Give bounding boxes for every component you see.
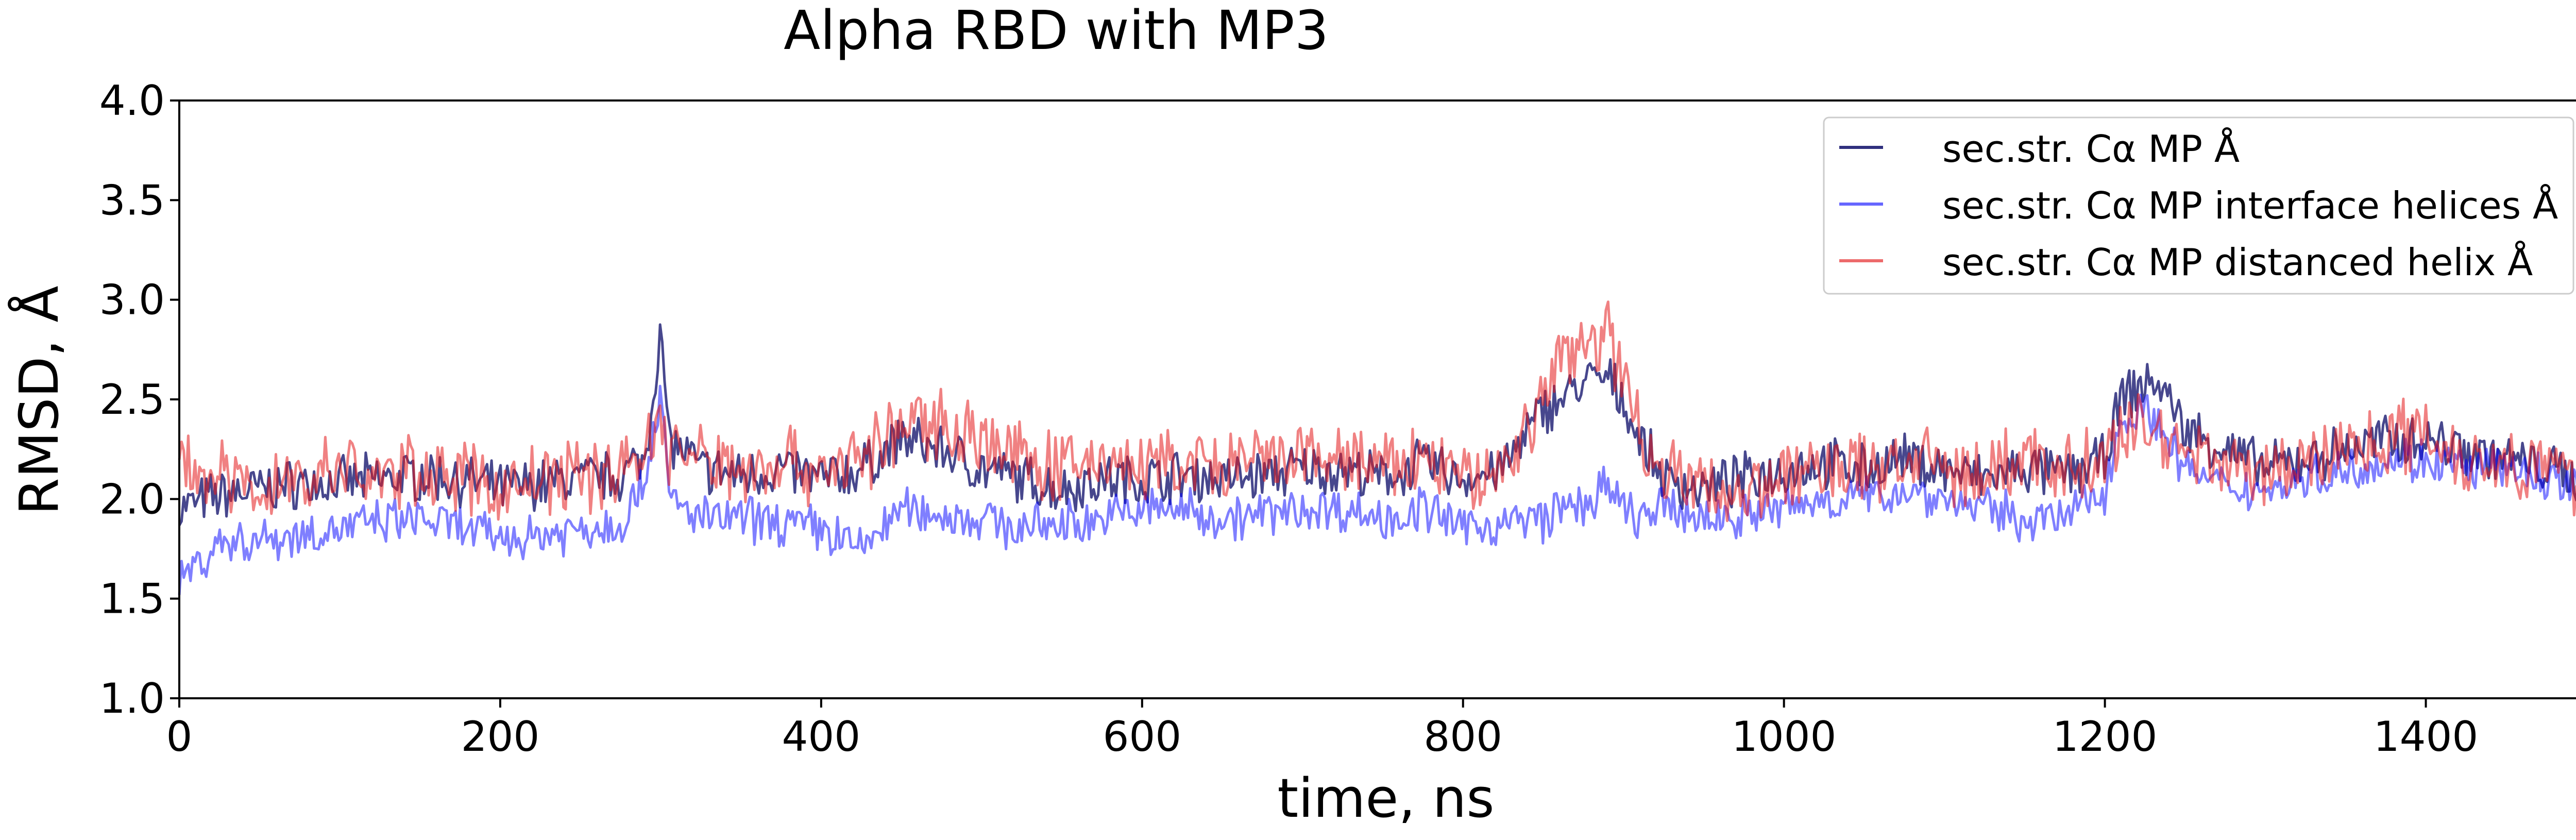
series-line-1 — [178, 323, 2576, 526]
legend-label: sec.str. Cα MP interface helices Å — [1942, 184, 2558, 227]
series-layer — [178, 300, 2576, 595]
series-line-2 — [178, 384, 2576, 595]
x-tick-label: 1400 — [2374, 713, 2479, 761]
y-tick-label: 1.0 — [99, 675, 165, 723]
y-tick-label: 3.5 — [99, 176, 165, 224]
legend-box — [1823, 116, 2574, 295]
chart-title: Alpha RBD with MP3 — [784, 0, 1329, 62]
y-tick-label: 3.0 — [99, 276, 165, 324]
x-tick-label: 800 — [1423, 713, 1502, 761]
x-tick-label: 1200 — [2053, 713, 2158, 761]
y-axis: 1.0 1.5 2.0 2.5 3.0 3.5 4.0 — [99, 77, 179, 723]
x-tick-label: 200 — [461, 713, 540, 761]
y-tick-label: 2.0 — [99, 475, 165, 523]
y-tick-label: 2.5 — [99, 376, 165, 424]
x-tick-label: 1000 — [1732, 713, 1837, 761]
legend-label: sec.str. Cα MP Å — [1942, 127, 2240, 171]
x-axis: 0 200 400 600 800 1000 1200 1400 — [166, 698, 2479, 761]
legend-label: sec.str. Cα MP distanced helix Å — [1942, 241, 2533, 284]
x-tick-label: 600 — [1103, 713, 1181, 761]
y-tick-label: 1.5 — [99, 575, 165, 623]
x-tick-label: 0 — [166, 713, 193, 761]
y-axis-label: RMSD, Å — [8, 285, 71, 515]
x-axis-label: time, ns — [1277, 767, 1494, 830]
y-tick-label: 4.0 — [99, 77, 165, 125]
x-tick-label: 400 — [782, 713, 861, 761]
series-line-3 — [178, 300, 2576, 523]
legend: sec.str. Cα MP Å sec.str. Cα MP interface… — [1823, 116, 2574, 295]
